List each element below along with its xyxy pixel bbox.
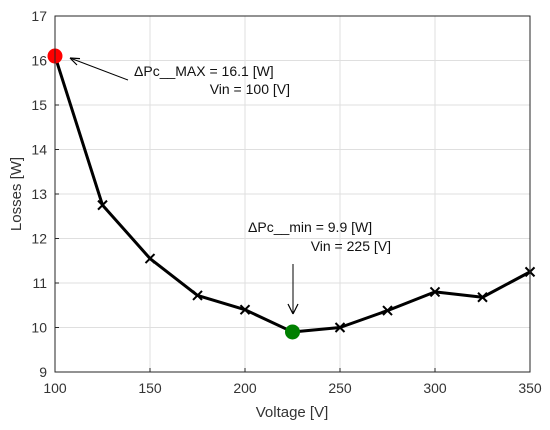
y-axis-label: Losses [W] bbox=[8, 157, 25, 231]
y-tick-label: 16 bbox=[31, 53, 47, 69]
annotation-min-line1: ΔPc__min = 9.9 [W] bbox=[248, 219, 372, 235]
data-point-marker bbox=[97, 199, 108, 211]
data-point-marker bbox=[382, 305, 393, 316]
plot-frame bbox=[54, 15, 531, 373]
annotation-max-arrow-head-icon bbox=[69, 57, 81, 66]
annotation-min-line2: Vin = 225 [V] bbox=[311, 238, 391, 254]
data-point-marker bbox=[192, 290, 203, 301]
y-tick-label: 9 bbox=[39, 364, 47, 380]
x-tick-labels: 100 150 200 250 300 350 bbox=[43, 380, 542, 396]
y-tick-label: 15 bbox=[31, 97, 47, 113]
data-point-marker bbox=[239, 304, 251, 315]
x-tick-label: 150 bbox=[138, 380, 162, 396]
x-tick-label: 350 bbox=[518, 380, 542, 396]
x-tick-label: 200 bbox=[233, 380, 257, 396]
x-tick-label: 300 bbox=[423, 380, 447, 396]
annotation-min: ΔPc__min = 9.9 [W] Vin = 225 [V] bbox=[248, 219, 391, 315]
annotation-max-line2: Vin = 100 [V] bbox=[210, 81, 290, 97]
annotation-max: ΔPc__MAX = 16.1 [W] Vin = 100 [V] bbox=[69, 57, 290, 97]
data-point-marker bbox=[429, 286, 441, 298]
y-tick-label: 12 bbox=[31, 231, 47, 247]
y-tick-label: 17 bbox=[31, 8, 47, 24]
highlight-point bbox=[285, 324, 300, 340]
x-tick-label: 100 bbox=[43, 380, 67, 396]
y-tick-labels: 9 10 11 12 13 14 15 16 17 bbox=[31, 8, 47, 380]
annotation-min-arrow-head-icon bbox=[287, 303, 299, 315]
x-axis-label: Voltage [V] bbox=[256, 404, 329, 421]
data-point-marker bbox=[144, 253, 156, 264]
data-point-marker bbox=[477, 292, 488, 303]
data-point-marker bbox=[334, 322, 346, 333]
y-tick-label: 11 bbox=[32, 275, 47, 291]
annotation-max-line1: ΔPc__MAX = 16.1 [W] bbox=[134, 63, 274, 79]
y-tick-label: 13 bbox=[31, 186, 47, 202]
annotation-max-arrow-shaft bbox=[69, 57, 129, 81]
x-tick-label: 250 bbox=[328, 380, 352, 396]
y-tick-label: 10 bbox=[31, 320, 47, 336]
y-tick-label: 14 bbox=[31, 142, 47, 158]
